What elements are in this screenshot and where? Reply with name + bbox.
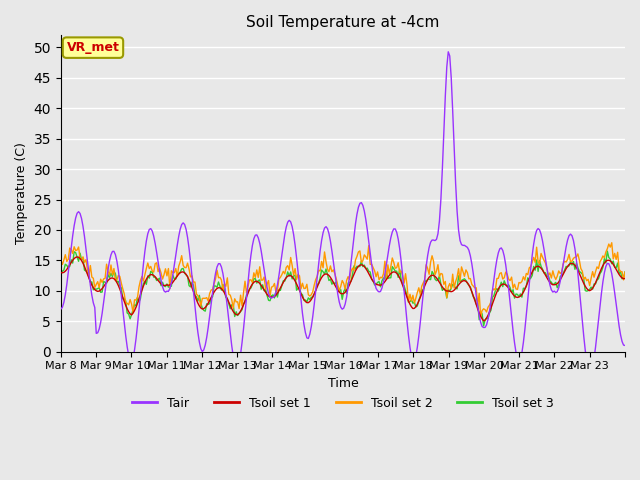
- X-axis label: Time: Time: [328, 377, 358, 390]
- Title: Soil Temperature at -4cm: Soil Temperature at -4cm: [246, 15, 440, 30]
- Y-axis label: Temperature (C): Temperature (C): [15, 143, 28, 244]
- Text: VR_met: VR_met: [67, 41, 120, 54]
- Legend: Tair, Tsoil set 1, Tsoil set 2, Tsoil set 3: Tair, Tsoil set 1, Tsoil set 2, Tsoil se…: [127, 392, 559, 415]
